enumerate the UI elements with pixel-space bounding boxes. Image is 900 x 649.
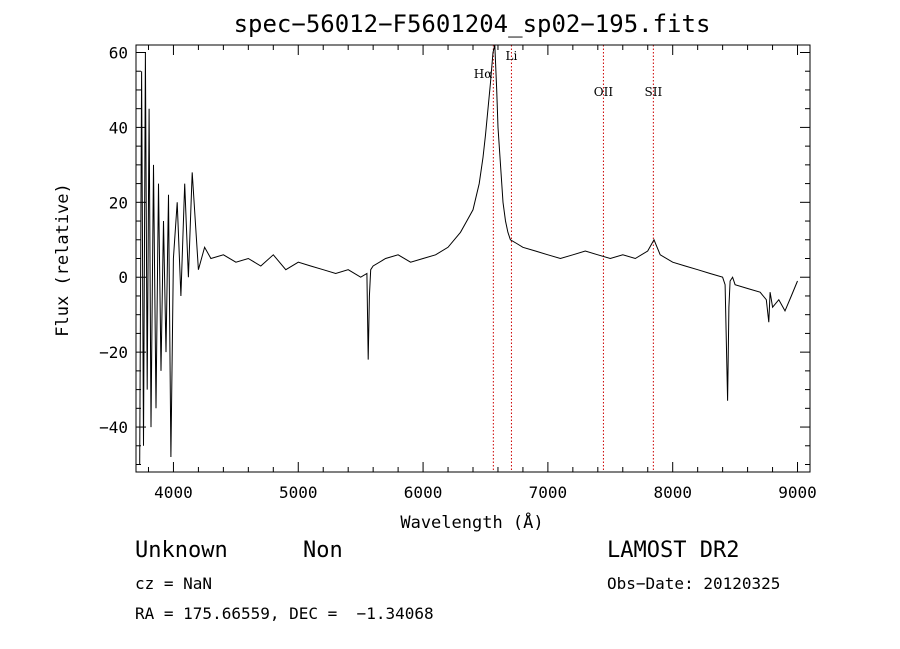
y-tick-label: −20 [99, 343, 128, 362]
x-tick-label: 4000 [154, 483, 193, 502]
emission-line-label-3: SII [645, 85, 663, 99]
chart-title: spec−56012−F5601204_sp02−195.fits [234, 10, 711, 38]
y-tick-label: 60 [109, 43, 128, 62]
x-tick-label: 5000 [279, 483, 318, 502]
x-tick-label: 8000 [653, 483, 692, 502]
emission-line-label-1: Li [506, 49, 518, 63]
emission-line-label-0: Hα [474, 67, 493, 81]
object-subclass: Non [303, 538, 343, 563]
x-axis-label: Wavelength (Å) [400, 511, 543, 533]
x-tick-label: 9000 [778, 483, 817, 502]
emission-line-markers: Hα Li OII SII [474, 45, 663, 472]
coordinates-readout: RA = 175.66559, DEC = −1.34068 [135, 604, 434, 623]
x-tick-label: 7000 [529, 483, 568, 502]
redshift-readout: cz = NaN [135, 574, 213, 593]
y-tick-label: 20 [109, 193, 128, 212]
spectrum-line-0 [139, 44, 798, 465]
axis-ticks: 4000 5000 6000 7000 8000 9000 −40 −20 0 20 40 60 [99, 43, 817, 502]
object-class: Unknown [135, 538, 228, 563]
y-tick-label: 0 [118, 268, 128, 287]
survey-name: LAMOST DR2 [607, 538, 740, 563]
emission-line-label-2: OII [594, 85, 614, 99]
spectrum-series [139, 44, 798, 465]
y-tick-label: 40 [109, 118, 128, 137]
y-axis-label: Flux (relative) [53, 183, 73, 337]
plot-frame [135, 44, 811, 473]
observation-date: Obs−Date: 20120325 [607, 574, 781, 593]
x-tick-label: 6000 [404, 483, 443, 502]
y-tick-label: −40 [99, 418, 128, 437]
